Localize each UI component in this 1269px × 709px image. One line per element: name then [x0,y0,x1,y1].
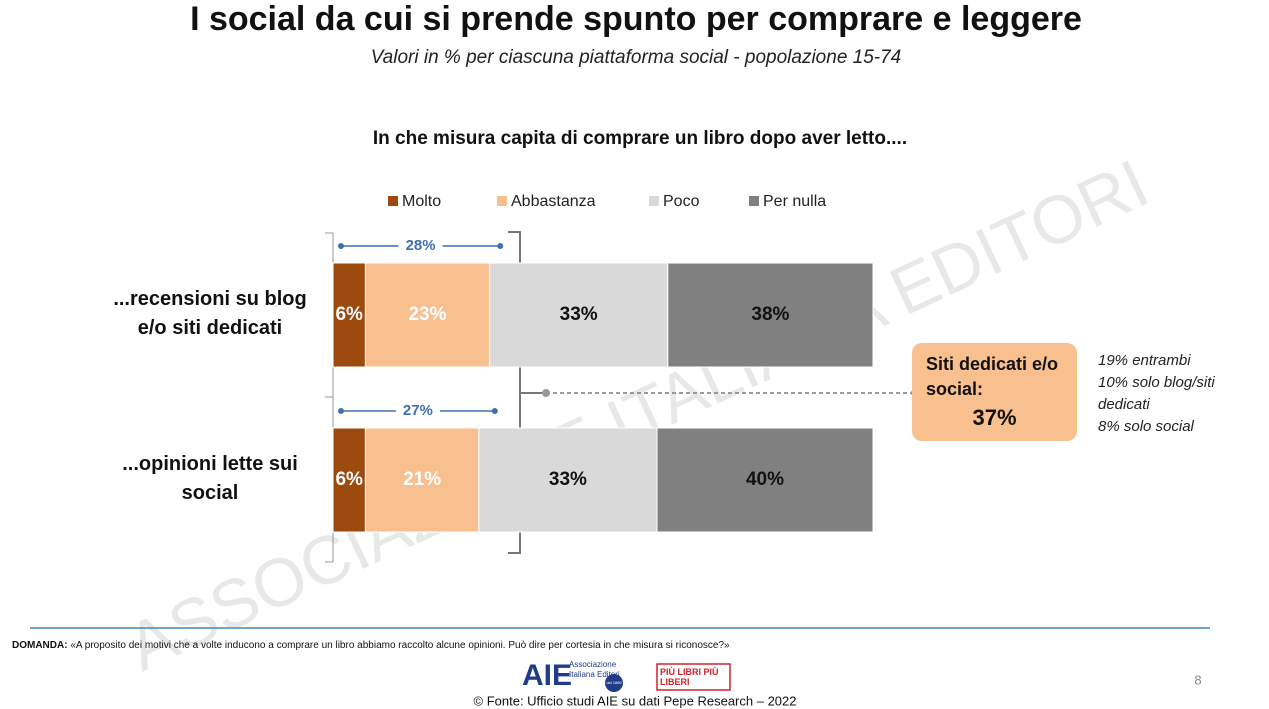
chart-title: In che misura capita di comprare un libr… [373,128,907,149]
bracket-end [338,243,344,249]
value-label: 33% [560,304,598,325]
callout-note: 19% entrambi [1098,352,1191,369]
category-label: ...recensioni su blog e/o siti dedicati [113,288,307,339]
legend-swatch [649,196,659,206]
legend-label: Abbastanza [511,193,596,210]
logo-badge [605,674,623,692]
bar-segment [364,427,480,533]
legend-swatch [497,196,507,206]
logo-pl: PIÙ LIBRI PIÙ LIBERI [660,667,719,687]
source: © Fonte: Ufficio studi AIE su dati Pepe … [474,693,797,708]
bracket-end [338,408,344,414]
value-label: 33% [549,469,587,490]
category-label: ...opinioni lette sui social [122,453,298,504]
callout-note: 10% solo blog/siti dedicati [1098,374,1215,413]
logo-aie: AIE [522,659,572,692]
logo-badge-text: dal 1869 [606,680,622,685]
value-label: 6% [335,469,363,490]
value-label: 23% [408,304,446,325]
legend-swatch [388,196,398,206]
total-label-bg [395,401,440,421]
value-label: 40% [746,469,784,490]
question-text: «A proposito dei motivi che a volte indu… [70,640,730,651]
callout-value: 37% [972,405,1017,430]
bar-segment [332,427,366,533]
callout-box [912,343,1077,441]
value-label: 38% [751,304,789,325]
bracket-end [491,408,498,414]
title: I social da cui si prende spunto per com… [190,0,1082,38]
subtitle: Valori in % per ciascuna piattaforma soc… [371,47,902,68]
question: DOMANDA: «A proposito dei motivi che a v… [12,640,1212,651]
legend-label: Molto [402,193,441,210]
legend-label: Poco [663,193,700,210]
legend-label: Per nulla [763,193,826,210]
bar-segment [656,427,874,533]
callout-notes: 19% entrambi 10% solo blog/siti dedicati 8… [1098,350,1248,438]
callout-label: Siti dedicati e/o social: [926,354,1059,399]
total-label: 28% [406,237,436,254]
bracket-end [497,243,504,249]
total-label-bg [398,236,443,256]
value-label: 6% [335,304,363,325]
question-label: DOMANDA: [12,640,68,651]
total-label: 27% [403,402,433,419]
logo-pl-box [656,663,731,691]
bar-segment [478,427,658,533]
legend-swatch [749,196,759,206]
logo-aie-text: Associazione Italiana Editori [569,660,620,679]
page-number: 8 [1194,672,1201,687]
bar-segment [667,262,874,368]
callout-note: 8% solo social [1098,418,1194,435]
value-label: 21% [403,469,441,490]
